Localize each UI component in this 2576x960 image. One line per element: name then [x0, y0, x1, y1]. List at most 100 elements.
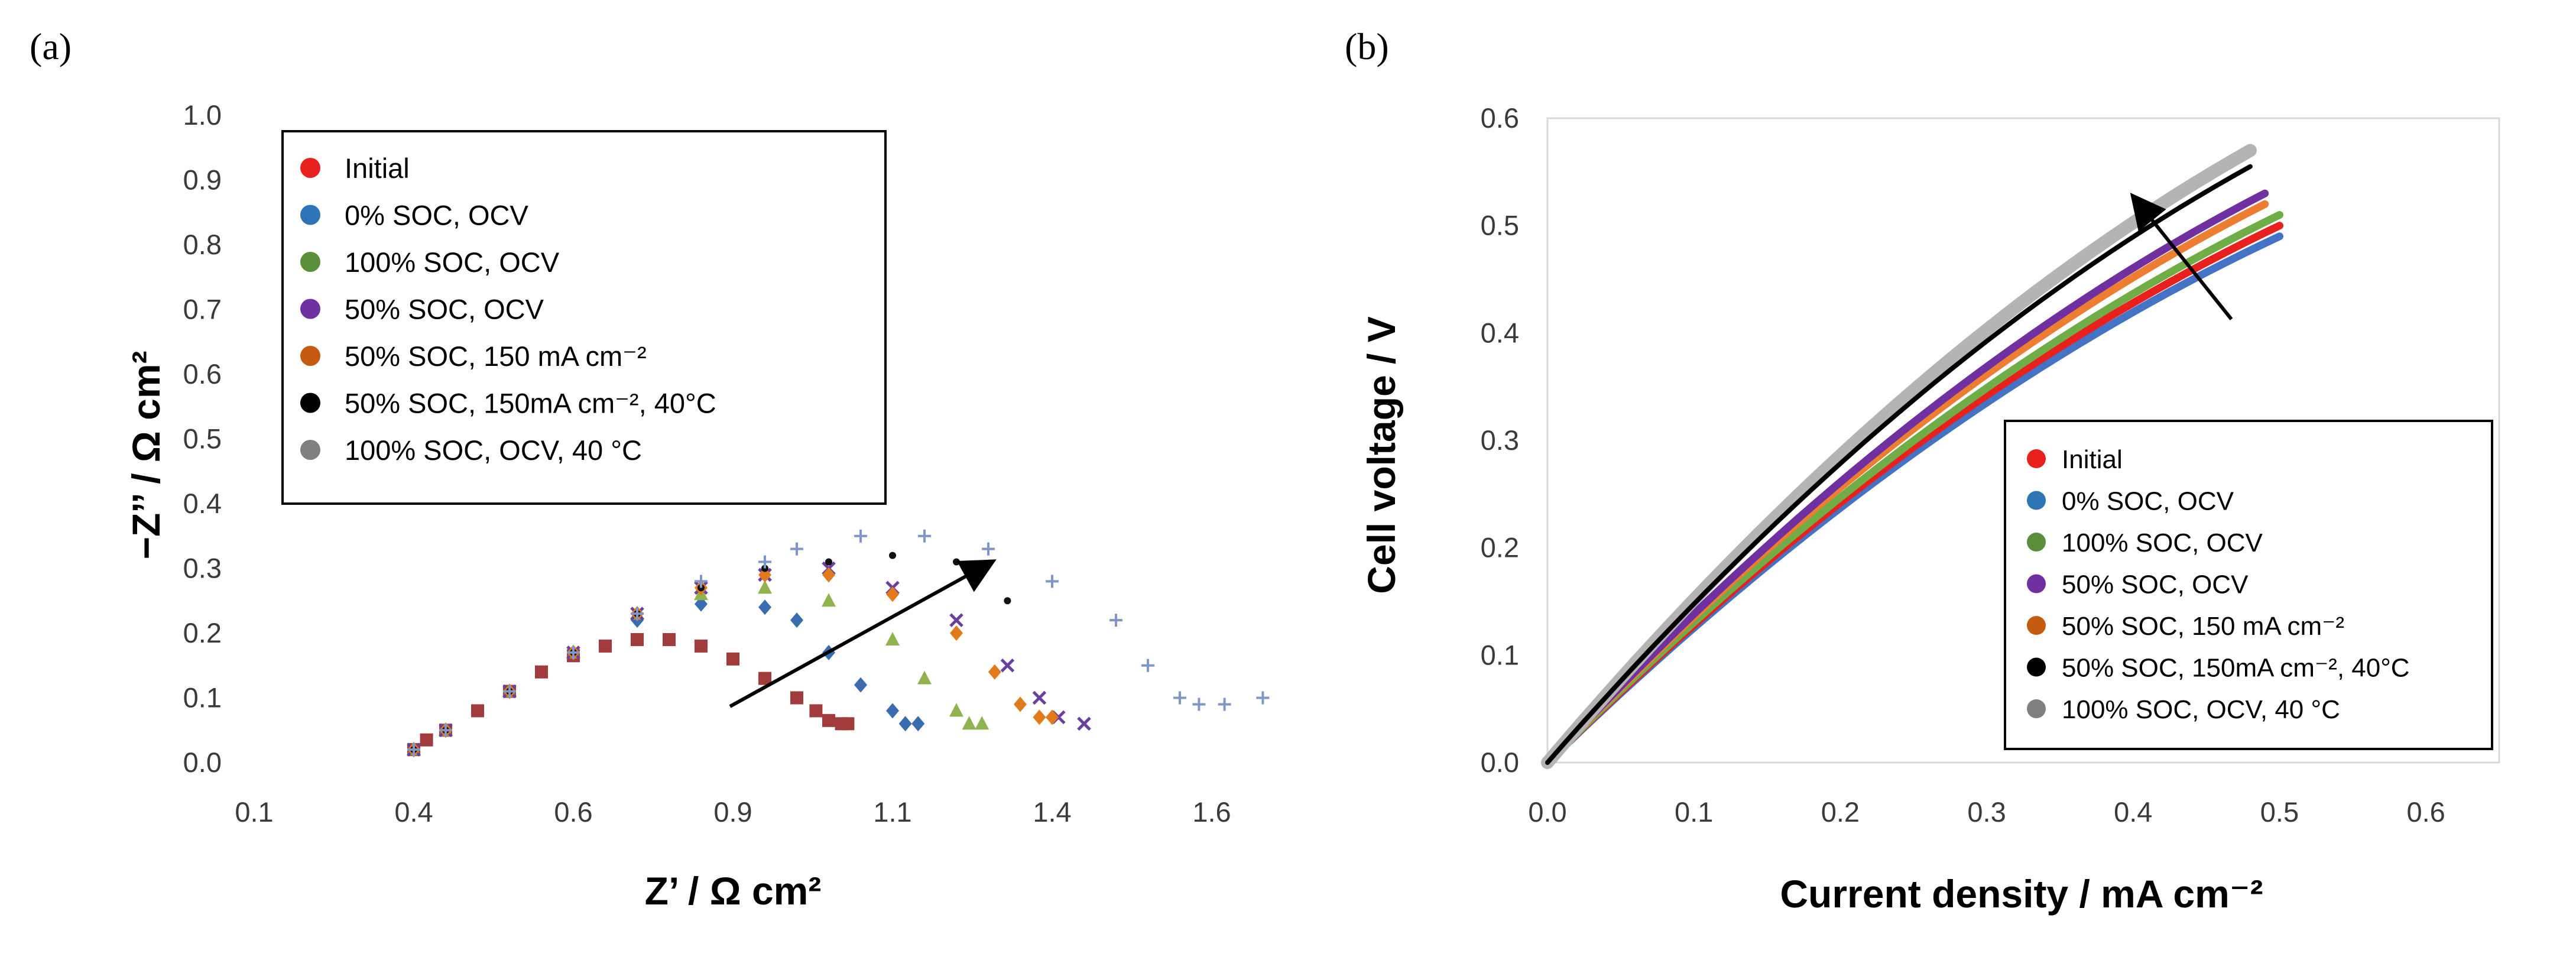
- panel-b-chart: (b) 0.00.10.20.30.40.50.6 0.0 0.1 0.2 0.3 0.…: [1345, 25, 2500, 916]
- panel-b-legend-swatch: [2027, 533, 2046, 552]
- panel-a-point-2: [885, 631, 900, 646]
- panel-a-point-6: [503, 685, 516, 698]
- panel-a-point-4: [950, 625, 963, 641]
- panel-a-point-0: [841, 717, 855, 731]
- panel-a-legend-swatch: [300, 299, 320, 319]
- panel-a-legend-label: 100% SOC, OCV, 40 °C: [345, 434, 642, 466]
- panel-a-point-0: [471, 704, 484, 718]
- panel-b-x-tick-label: 0.2: [1821, 796, 1860, 828]
- panel-b-legend-label: Initial: [2062, 445, 2123, 474]
- panel-b-legend-label: 50% SOC, 150 mA cm⁻²: [2062, 612, 2344, 641]
- panel-a-point-6: [918, 529, 931, 543]
- panel-a-point-0: [631, 633, 644, 646]
- panel-a-point-0: [822, 713, 835, 727]
- panel-a-legend-label: 50% SOC, OCV: [345, 294, 544, 325]
- panel-a-point-0: [535, 665, 548, 679]
- panel-b-legend: Initial 0% SOC, OCV 100% SOC, OCV 50% SOC, …: [2027, 445, 2410, 724]
- panel-a-point-6: [982, 542, 995, 556]
- panel-a-legend-swatch: [300, 205, 320, 225]
- panel-a-legend-swatch: [300, 440, 320, 460]
- panel-a-point-4: [988, 664, 1001, 680]
- panel-b-y-tick-label: 0.6: [1481, 102, 1519, 134]
- panel-a-x-tick-label: 1.6: [1192, 796, 1231, 828]
- panel-a-data-points: [407, 529, 1270, 758]
- panel-a-point-6: [758, 555, 771, 569]
- panel-b-series-line-5: [1545, 164, 2253, 765]
- panel-a-point-6: [567, 646, 580, 659]
- panel-a-legend-swatch: [300, 393, 320, 413]
- panel-a-legend-label: 100% SOC, OCV: [345, 247, 560, 278]
- panel-a-point-0: [695, 639, 708, 653]
- panel-a-y-tick-label: 0.6: [183, 358, 222, 390]
- panel-a-x-tick-label: 1.4: [1033, 796, 1071, 828]
- panel-b-x-tick-label: 0.6: [2406, 796, 2445, 828]
- panel-a-y-tick-label: 1.0: [183, 99, 222, 131]
- panel-a-point-0: [790, 691, 803, 705]
- panel-a-point-2: [949, 703, 963, 717]
- panel-a-label: (a): [30, 25, 72, 67]
- panel-a-point-0: [599, 639, 612, 653]
- panel-b-x-ticks: 0.0 0.1 0.2 0.3 0.4 0.5 0.6: [1528, 796, 2445, 828]
- panel-a-legend-label: 50% SOC, 150 mA cm⁻²: [345, 340, 647, 372]
- panel-a-y-tick-label: 0.7: [183, 294, 222, 325]
- panel-a-y-tick-label: 0.1: [183, 682, 222, 713]
- panel-b-legend-swatch: [2027, 449, 2046, 468]
- panel-a-point-1: [758, 599, 771, 615]
- panel-a-legend-swatch: [300, 346, 320, 366]
- panel-b-y-tick-label: 0.2: [1481, 532, 1519, 563]
- panel-a-x-tick-label: 0.9: [713, 796, 752, 828]
- panel-a-point-2: [822, 593, 836, 607]
- panel-a-point-6: [854, 529, 867, 543]
- panel-b-legend-swatch: [2027, 491, 2046, 510]
- panel-b-y-axis-title: Cell voltage / V: [1360, 316, 1403, 593]
- panel-a-point-5: [953, 558, 960, 566]
- panel-a-x-tick-label: 1.1: [873, 796, 911, 828]
- panel-a-legend-swatch: [300, 252, 320, 272]
- panel-a-point-1: [898, 716, 912, 732]
- panel-b-x-tick-label: 0.0: [1528, 796, 1566, 828]
- panel-a-point-6: [1256, 691, 1270, 705]
- panel-a-y-tick-label: 0.0: [183, 747, 222, 778]
- panel-a-point-6: [1218, 698, 1231, 711]
- panel-a-point-0: [809, 704, 823, 718]
- panel-a-point-6: [1109, 614, 1122, 627]
- panel-b-y-tick-label: 0.1: [1481, 639, 1519, 670]
- panel-a-point-0: [420, 733, 433, 747]
- panel-a-point-1: [911, 716, 925, 732]
- panel-a-point-3: [949, 613, 963, 627]
- panel-a-point-3: [1077, 716, 1091, 731]
- panel-a-point-5: [889, 552, 896, 559]
- panel-b-legend-swatch: [2027, 699, 2046, 718]
- panel-a-legend-swatch: [300, 158, 320, 178]
- panel-a-x-tick-label: 0.6: [554, 796, 592, 828]
- panel-a-point-2: [975, 716, 989, 730]
- panel-b-x-axis-title: Current density / mA cm⁻²: [1780, 872, 2263, 916]
- panel-a-point-6: [631, 607, 644, 621]
- panel-a-x-tick-label: 0.1: [235, 796, 273, 828]
- panel-a-point-6: [439, 724, 452, 737]
- panel-a-legend-label: 50% SOC, 150mA cm⁻², 40°C: [345, 388, 716, 419]
- panel-a-y-axis-title: −Z’’ / Ω cm²: [124, 351, 168, 559]
- panel-b-trend-arrow: [2130, 192, 2233, 320]
- panel-a-point-6: [407, 743, 420, 757]
- panel-b-x-tick-label: 0.5: [2260, 796, 2299, 828]
- panel-a-point-4: [1014, 696, 1027, 712]
- panel-a-y-ticks: 0.0 0.1 0.2 0.3 0.4 0.5 0.6 0.7 0.8 0.9 1.0: [183, 99, 222, 778]
- panel-a-point-5: [1004, 597, 1011, 605]
- panel-a-trend-arrow: [729, 559, 997, 708]
- panel-a-point-5: [825, 558, 832, 566]
- panel-a-point-1: [886, 703, 899, 719]
- panel-b-legend-swatch: [2027, 616, 2046, 635]
- panel-a-legend-label: 0% SOC, OCV: [345, 200, 528, 231]
- panel-a-point-0: [758, 672, 771, 685]
- panel-a-point-6: [1192, 698, 1206, 711]
- panel-a-x-axis-title: Z’ / Ω cm²: [645, 869, 822, 913]
- panel-b-y-tick-label: 0.3: [1481, 424, 1519, 456]
- panel-a-legend-label: Initial: [345, 153, 410, 184]
- panel-a-chart: (a) 0.0 0.1 0.2 0.3 0.4 0.5 0.6 0.7 0.8 0.9 1.0 0.…: [30, 25, 1270, 913]
- panel-a-y-tick-label: 0.4: [183, 488, 222, 519]
- panel-a-point-1: [854, 677, 867, 693]
- panel-b-legend-label: 100% SOC, OCV, 40 °C: [2062, 695, 2340, 724]
- panel-a-y-tick-label: 0.3: [183, 553, 222, 584]
